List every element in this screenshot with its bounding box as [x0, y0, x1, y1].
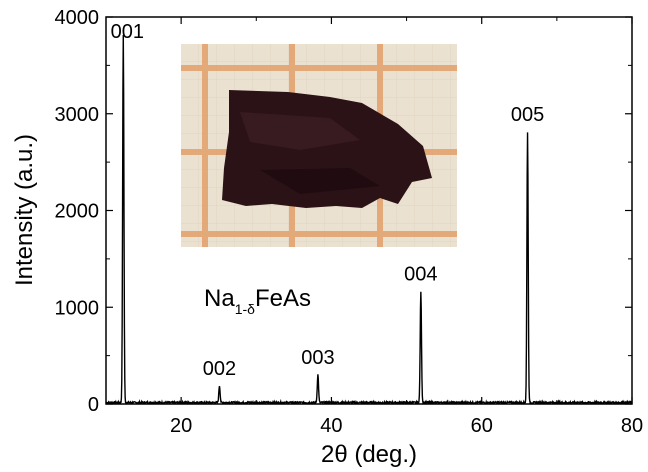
x-axis-label: 2θ (deg.) — [321, 441, 417, 468]
peak-label-001: 001 — [111, 21, 144, 43]
y-tick-label: 1000 — [55, 297, 100, 319]
y-tick-label: 3000 — [55, 104, 100, 126]
peak-label-002: 002 — [203, 358, 236, 380]
peak-label-003: 003 — [301, 347, 334, 369]
y-axis-label: Intensity (a.u.) — [11, 134, 38, 286]
y-tick-label: 4000 — [55, 7, 100, 29]
peak-label-004: 004 — [404, 264, 437, 286]
x-tick-label: 80 — [621, 415, 643, 437]
x-tick-label: 40 — [320, 415, 342, 437]
data-line — [106, 34, 632, 404]
y-tick-label: 0 — [88, 394, 99, 416]
x-tick-label: 20 — [170, 415, 192, 437]
peak-label-005: 005 — [511, 104, 544, 126]
compound-label: Na1-δFeAs — [204, 285, 311, 317]
y-tick-label: 2000 — [55, 201, 100, 223]
inset-photo — [181, 44, 457, 247]
x-tick-label: 60 — [471, 415, 493, 437]
